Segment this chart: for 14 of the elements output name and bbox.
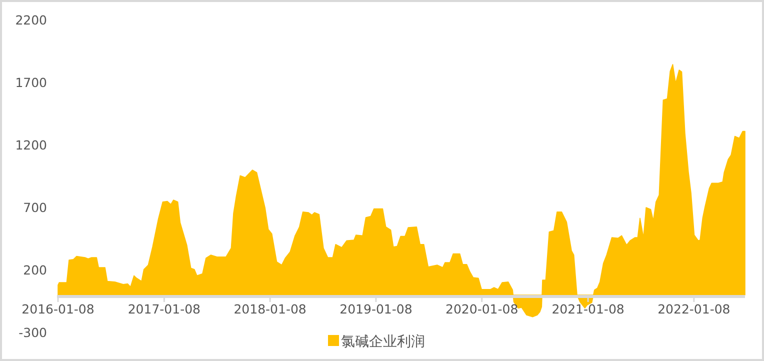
legend: 氯碱企业利润 [328,334,425,350]
x-tick-label: 2016-01-08 [22,302,94,316]
x-tick-label: 2019-01-08 [340,302,412,316]
y-tick-label: -300 [18,325,48,340]
y-tick-label: 2200 [15,12,48,28]
x-tick-label: 2018-01-08 [234,302,306,316]
x-tick-label: 2022-01-08 [658,302,730,316]
x-tick-label: 2020-01-08 [446,302,518,316]
y-tick-label: 200 [23,262,48,278]
y-tick-label: 1200 [15,138,48,152]
x-tick-label: 2021-01-08 [552,302,624,316]
y-tick-label: 700 [23,200,48,215]
x-tick-label: 2017-01-08 [128,302,201,316]
y-tick-label: 1700 [15,75,48,90]
